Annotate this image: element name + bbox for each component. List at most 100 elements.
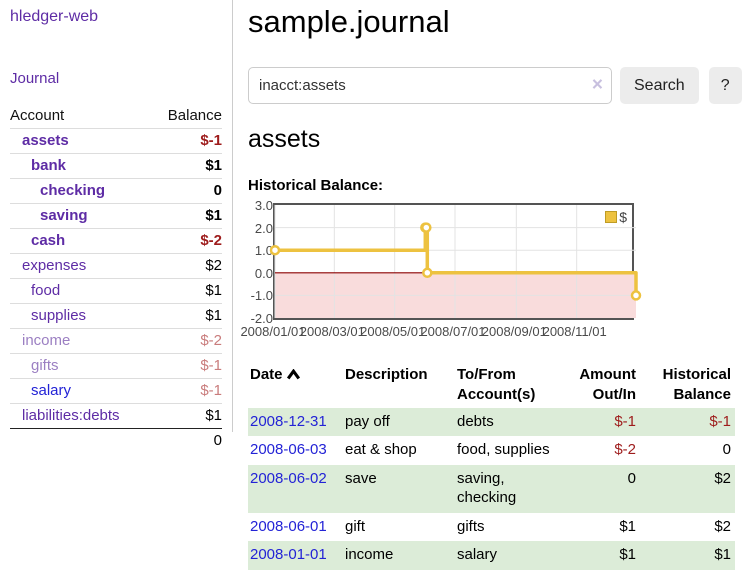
transaction-description: income (345, 546, 394, 563)
x-tick-label: 2008/11/01 (542, 324, 607, 339)
historical-balance-chart: 3.0 2.0 1.0 0.0 -1.0 -2.0 $ 2008/01/01 2008/03… (240, 198, 735, 341)
y-tick-label: 1.0 (254, 243, 273, 259)
sort-ascending-icon (286, 368, 300, 380)
clear-search-icon[interactable]: × (591, 74, 603, 96)
accounts-total-spacer (10, 429, 152, 454)
chart-x-axis: 2008/01/01 2008/03/01 2008/05/01 2008/07/01… (240, 324, 634, 340)
transaction-description: gift (345, 517, 366, 535)
chart-y-axis: 3.0 2.0 1.0 0.0 -1.0 -2.0 (245, 198, 273, 326)
x-tick-label: 2008/07/01 (420, 324, 486, 339)
transaction-amount: $-1 (614, 412, 636, 430)
search-button[interactable]: Search (620, 67, 699, 104)
account-balance: $1 (205, 407, 222, 424)
account-row: gifts $-1 (10, 353, 222, 379)
account-link[interactable]: gifts (31, 357, 59, 374)
register-column-header-text: Date (250, 366, 283, 383)
transaction-description: pay off (345, 412, 390, 430)
transaction-accounts: salary (457, 546, 498, 563)
transaction-date-link[interactable]: 2008-06-03 (250, 441, 327, 458)
transaction-date-link[interactable]: 2008-06-01 (250, 517, 327, 535)
account-link[interactable]: checking (40, 182, 106, 199)
account-link[interactable]: cash (31, 232, 66, 249)
chart-plot-area[interactable]: $ (269, 203, 642, 320)
data-point (422, 267, 433, 279)
register-table: Date Description To/From Account(s) Amount Ou… (248, 363, 735, 570)
app-brand-link[interactable]: hledger-web (10, 8, 99, 25)
data-point (421, 222, 432, 233)
account-balance: $1 (205, 157, 222, 174)
register-column-header: Date (248, 363, 343, 408)
legend-swatch-icon (605, 211, 618, 223)
register-header-row: Date Description To/From Account(s) Amount Ou… (248, 363, 735, 408)
account-link[interactable]: income (22, 332, 71, 349)
y-tick-label: 0.0 (254, 265, 273, 281)
account-balance: $-2 (200, 332, 222, 349)
register-column-header-text: Historical (662, 366, 731, 383)
transaction-row: 2008-06-03 eat & shop food, supplies $-2 0 (248, 436, 735, 465)
transaction-date-cell: 2008-06-02 (248, 465, 343, 513)
transaction-row: 2008-01-01 income salary $1 $1 (248, 541, 735, 570)
account-balance: $2 (205, 257, 222, 274)
register-column-header-text: To/From (457, 366, 516, 383)
sidebar: hledger-web Journal Account Balance asse… (0, 0, 233, 449)
account-link[interactable]: expenses (22, 257, 87, 274)
accounts-header-row: Account Balance (10, 104, 222, 129)
data-point (269, 244, 281, 256)
transaction-date-cell: 2008-06-01 (248, 513, 343, 542)
transaction-date-cell: 2008-01-01 (248, 541, 343, 570)
account-row: assets $-1 (10, 128, 222, 154)
account-row: cash $-2 (10, 228, 222, 254)
account-row: income $-2 (10, 328, 222, 354)
transaction-amount: $1 (619, 517, 636, 535)
chart-legend: $ (603, 208, 629, 226)
search-input[interactable] (248, 67, 612, 104)
accounts-total-balance: 0 (213, 432, 222, 449)
account-row: liabilities:debts $1 (10, 403, 222, 429)
transaction-row: 2008-06-02 save saving, checking 0 $2 (248, 464, 735, 513)
transaction-balance: 0 (722, 441, 731, 458)
accounts-table: Account Balance assets $-1 bank $1 checking 0… (10, 104, 222, 453)
transaction-balance: $2 (714, 469, 731, 487)
account-row: checking 0 (10, 178, 222, 204)
accounts-total-row: 0 (10, 428, 222, 454)
transaction-date-link[interactable]: 2008-01-01 (250, 546, 327, 563)
account-row: expenses $2 (10, 253, 222, 279)
account-link[interactable]: assets (22, 132, 69, 149)
search-box: × (248, 67, 612, 104)
search-row: × Search ? (248, 67, 742, 104)
account-link[interactable]: saving (40, 207, 88, 224)
y-tick-label: -2.0 (250, 311, 273, 326)
transaction-amount: 0 (627, 469, 636, 487)
account-row: food $1 (10, 278, 222, 304)
account-balance: $1 (205, 282, 222, 299)
transaction-row: 2008-06-01 gift gifts $1 $2 (248, 513, 735, 542)
register-column-header: To/From Account(s) (455, 363, 560, 408)
account-link[interactable]: supplies (31, 307, 87, 324)
account-row: salary $-1 (10, 378, 222, 404)
register-column-header-text: Out/In (592, 386, 636, 404)
sidebar-item-journal[interactable]: Journal (10, 70, 60, 87)
transaction-date-link[interactable]: 2008-06-02 (250, 469, 327, 487)
account-link[interactable]: food (31, 282, 61, 299)
data-point (630, 290, 642, 301)
register-column-header: Historical Balance (640, 363, 735, 408)
main-content: sample.journal × Search ? assets Histori… (240, 0, 742, 570)
account-link[interactable]: liabilities:debts (22, 407, 120, 424)
account-link[interactable]: salary (31, 382, 72, 399)
account-link[interactable]: bank (31, 157, 67, 174)
x-tick-label: 2008/09/01 (481, 324, 547, 339)
account-balance: $1 (205, 207, 222, 224)
register-column-header: Description (343, 363, 455, 408)
legend-label: $ (619, 209, 627, 225)
account-balance: $-1 (200, 382, 222, 399)
y-tick-label: 2.0 (254, 220, 273, 236)
transaction-date-link[interactable]: 2008-12-31 (250, 412, 327, 430)
transaction-balance: $2 (714, 517, 731, 535)
y-tick-label: -1.0 (250, 288, 273, 304)
transaction-amount: $-2 (614, 441, 636, 458)
register-column-header-text: Amount (579, 366, 636, 383)
help-button[interactable]: ? (708, 67, 742, 104)
register-column-header-text: Balance (673, 386, 731, 404)
register-column-header-text: Description (345, 366, 428, 383)
account-row: saving $1 (10, 203, 222, 229)
